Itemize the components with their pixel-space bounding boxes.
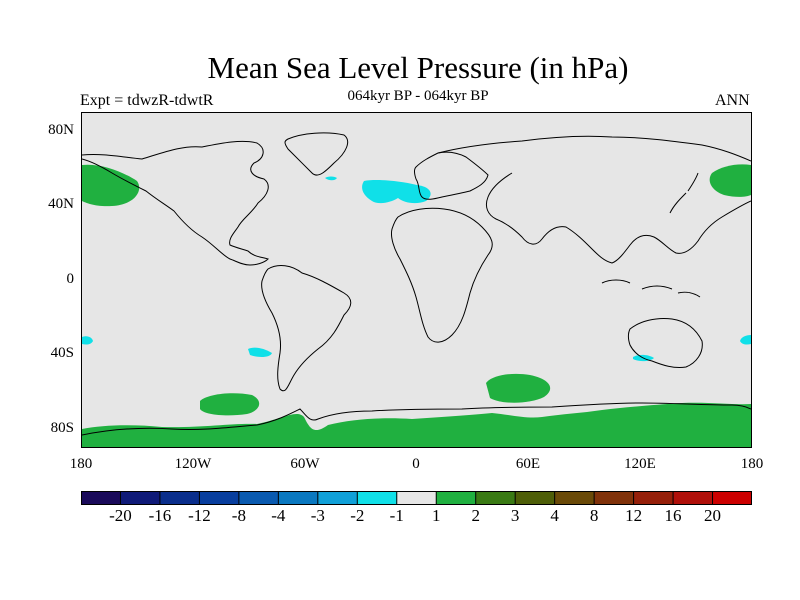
colorbar-svg (81, 491, 753, 505)
lat-label-40n: 40N (48, 196, 74, 212)
colorbar-label: -1 (389, 506, 404, 525)
colorbar-swatch (594, 491, 635, 505)
coastline-greenland (284, 132, 349, 176)
lat-label-80n: 80N (48, 122, 74, 138)
anomaly-region-pacific-east-edge (740, 335, 751, 345)
anomaly-region-north-pacific-west (82, 164, 140, 207)
coastline-europe (414, 151, 489, 200)
lon-label-60e: 60E (515, 456, 541, 472)
coastline-africa (391, 207, 493, 343)
colorbar-label: 3 (510, 506, 520, 525)
anomaly-region-antarctica-band (82, 402, 751, 447)
colorbar-swatch (120, 491, 161, 505)
period-label: 064kyr BP - 064kyr BP (347, 88, 489, 104)
colorbar-swatch (317, 491, 358, 505)
lon-label-60w: 60W (290, 456, 320, 472)
anomaly-region-north-atlantic (362, 180, 431, 204)
coastline-indonesia (601, 279, 701, 298)
colorbar-label: 8 (589, 506, 599, 525)
experiment-label: Expt = tdwzR-tdwtR (80, 92, 214, 109)
colorbar-label: -3 (310, 506, 325, 525)
season-label: ANN (715, 92, 750, 109)
anomaly-region-south-atlantic-small (248, 347, 272, 358)
colorbar-swatch (515, 491, 556, 505)
coastlines (82, 132, 751, 436)
map-panel (81, 112, 752, 448)
colorbar-border (81, 491, 752, 505)
colorbar-label: -4 (271, 506, 286, 525)
colorbar-swatch (396, 491, 437, 505)
colorbar-label: -16 (148, 506, 172, 525)
lat-label-40s: 40S (50, 345, 74, 361)
colorbar-swatch (357, 491, 398, 505)
lat-label-0: 0 (66, 271, 75, 287)
world-map (82, 113, 751, 447)
colorbar-label: 16 (664, 506, 682, 525)
lon-label-180w: 180 (69, 456, 93, 472)
colorbar-swatch (199, 491, 240, 505)
colorbar-swatch (81, 491, 121, 505)
colorbar-swatch (159, 491, 200, 505)
colorbar-swatch (554, 491, 595, 505)
lat-label-80s: 80S (50, 420, 74, 436)
colorbar-label: 12 (625, 506, 643, 525)
lon-label-120w: 120W (174, 456, 212, 472)
lon-label-180e: 180 (740, 456, 764, 472)
colorbar-label: 4 (550, 506, 559, 525)
anomaly-region-greenland-small (325, 176, 337, 181)
coastline-north-america (82, 140, 269, 266)
colorbar-label: 20 (704, 506, 722, 525)
anomaly-region-south-indian (486, 373, 551, 403)
colorbar-label: -12 (188, 506, 211, 525)
colorbar-swatch (436, 491, 477, 505)
coastline-south-america (261, 265, 352, 392)
anomaly-region-south-pacific (200, 393, 260, 416)
colorbar-swatch (712, 491, 753, 505)
colorbar-label: 1 (431, 506, 441, 525)
colorbar-label: -2 (350, 506, 365, 525)
colorbar-swatch (238, 491, 279, 505)
coastline-japan (669, 172, 699, 214)
colorbar-swatch (673, 491, 714, 505)
colorbar-swatch (475, 491, 516, 505)
coastline-antarctica (82, 402, 751, 436)
anomaly-region-pacific-west-edge (82, 336, 93, 345)
colorbar-label: -20 (109, 506, 132, 525)
lon-label-0: 0 (412, 456, 420, 472)
colorbar-swatch (633, 491, 674, 505)
colorbar-swatch (278, 491, 319, 505)
anomaly-region-north-pacific-east (709, 164, 751, 197)
coastline-australia (628, 318, 703, 368)
colorbar-label: 2 (471, 506, 480, 525)
lon-label-120e: 120E (624, 456, 656, 472)
colorbar (81, 491, 753, 505)
chart-title: Mean Sea Level Pressure (in hPa) (207, 50, 629, 85)
colorbar-label: -8 (231, 506, 246, 525)
coastline-asia (437, 135, 751, 264)
map-background (82, 113, 751, 447)
